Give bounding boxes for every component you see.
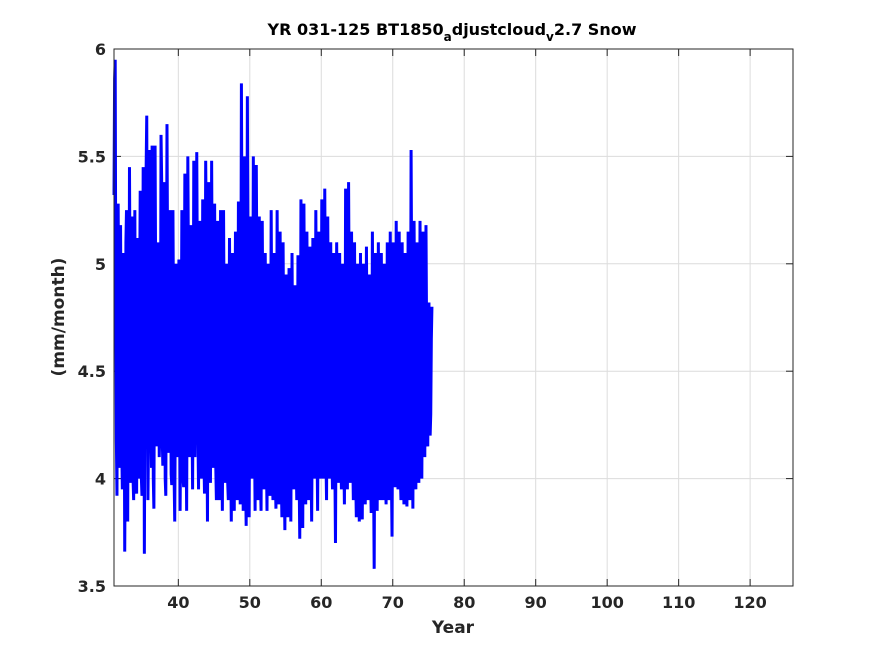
y-tick-label: 3.5 — [78, 577, 106, 596]
x-tick-labels: 40 50 60 70 80 90 100 110 120 — [167, 593, 767, 612]
chart-title-part2: djustcloud — [452, 20, 546, 39]
x-tick-label: 40 — [167, 593, 189, 612]
chart-title-sub2: v — [546, 30, 554, 44]
chart-title: YR 031-125 BT1850adjustcloudv2.7 Snow — [267, 20, 637, 44]
x-tick-label: 90 — [525, 593, 547, 612]
y-tick-label: 5 — [95, 255, 106, 274]
x-tick-label: 80 — [453, 593, 475, 612]
y-tick-labels: 3.5 4 4.5 5 5.5 6 — [78, 40, 106, 596]
plot-border — [113, 48, 794, 587]
x-tick-label: 50 — [239, 593, 261, 612]
y-axis-label: (mm/month) — [49, 258, 69, 377]
y-tick-label: 4.5 — [78, 362, 106, 381]
chart-title-sub1: a — [444, 30, 452, 44]
x-axis-label: Year — [431, 618, 475, 638]
y-tick-label: 4 — [95, 470, 106, 489]
series-line — [112, 59, 434, 569]
x-tick-label: 60 — [310, 593, 332, 612]
x-tick-label: 120 — [733, 593, 766, 612]
y-tick-label: 5.5 — [78, 147, 106, 166]
x-tick-label: 70 — [382, 593, 404, 612]
chart-title-part1: YR 031-125 BT1850 — [267, 20, 444, 39]
x-tick-label: 110 — [662, 593, 695, 612]
y-tick-label: 6 — [95, 40, 106, 59]
chart-title-part3: 2.7 Snow — [554, 20, 637, 39]
x-tick-label: 100 — [590, 593, 623, 612]
